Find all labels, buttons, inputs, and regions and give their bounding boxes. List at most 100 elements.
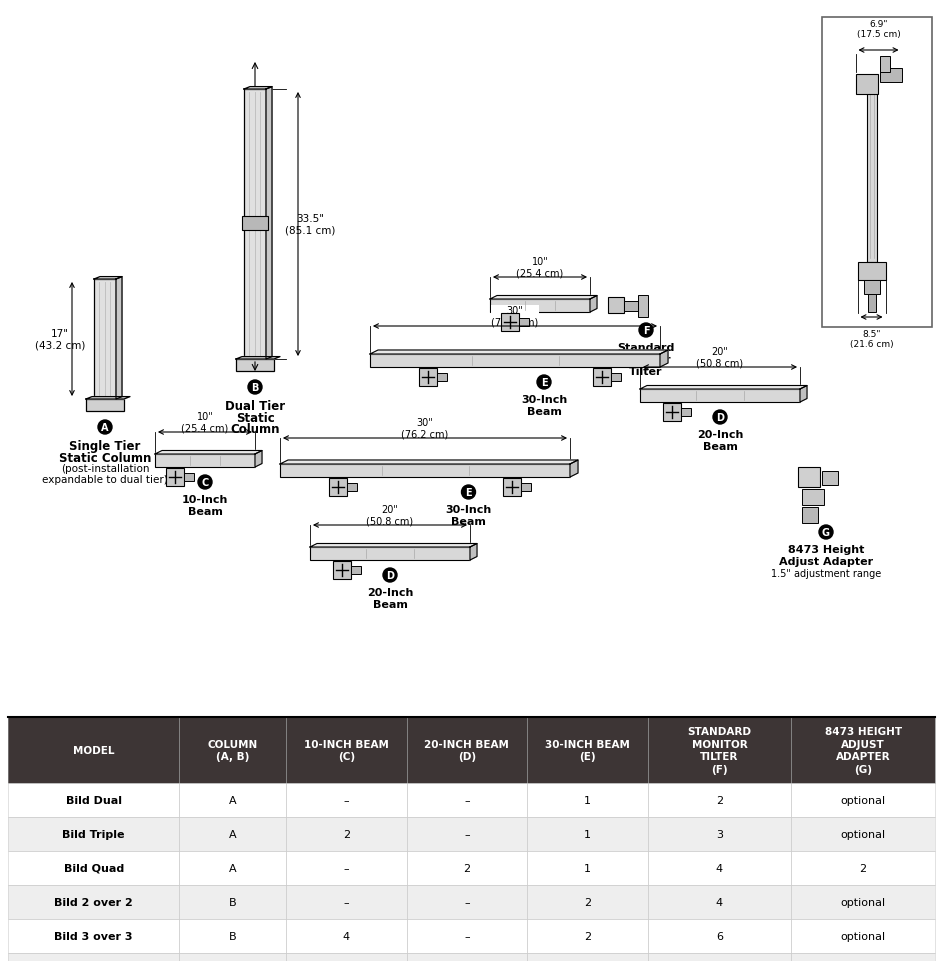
Polygon shape [660, 351, 668, 368]
Text: –: – [464, 897, 470, 907]
Polygon shape [236, 357, 280, 359]
Text: Bild Dual: Bild Dual [66, 795, 122, 805]
Text: 20-Inch: 20-Inch [367, 587, 413, 598]
Bar [286, 717, 406, 783]
Bar [179, 851, 286, 885]
Bar [406, 885, 527, 919]
Polygon shape [94, 278, 122, 280]
Bar [681, 408, 691, 416]
Bar [802, 507, 818, 524]
Text: Static Column: Static Column [58, 452, 151, 464]
Text: Bild Quad: Bild Quad [63, 863, 124, 874]
Bar [179, 783, 286, 817]
Bar [179, 783, 286, 817]
Polygon shape [280, 460, 578, 464]
Bar [179, 885, 286, 919]
Circle shape [713, 410, 727, 425]
Bar [406, 717, 527, 783]
Polygon shape [640, 386, 807, 389]
Text: 33.5"
(85.1 cm): 33.5" (85.1 cm) [285, 214, 335, 235]
Bar [663, 404, 681, 422]
Text: Bild 3 over 3: Bild 3 over 3 [55, 931, 133, 941]
Bar [86, 400, 124, 411]
Bar [406, 817, 527, 851]
Text: 8473 HEIGHT
ADJUST
ADAPTER
(G): 8473 HEIGHT ADJUST ADAPTER (G) [824, 727, 902, 774]
Bar [880, 69, 902, 83]
Bar [857, 262, 885, 281]
Text: –: – [464, 931, 470, 941]
Circle shape [248, 381, 262, 395]
Bar [527, 885, 648, 919]
Text: 4: 4 [716, 863, 723, 874]
Bar [791, 885, 935, 919]
Text: 2: 2 [584, 897, 591, 907]
Bar [406, 885, 527, 919]
Bar [527, 717, 648, 783]
Text: Tilter: Tilter [629, 366, 663, 377]
Bar [648, 817, 791, 851]
Bar [791, 851, 935, 885]
Text: 10"
(25.4 cm): 10" (25.4 cm) [517, 257, 564, 279]
Text: 20"
(50.8 cm): 20" (50.8 cm) [697, 347, 744, 368]
Text: 1: 1 [584, 863, 591, 874]
Bar [880, 57, 889, 73]
Text: Bild Triple: Bild Triple [62, 829, 125, 839]
Text: 30-INCH BEAM
(E): 30-INCH BEAM (E) [545, 739, 630, 761]
Text: A: A [229, 795, 237, 805]
Text: Dual Tier: Dual Tier [225, 400, 285, 412]
Bar [791, 817, 935, 851]
Bar [593, 369, 611, 386]
Bar [8, 817, 179, 851]
Bar [791, 717, 935, 783]
Text: D: D [716, 412, 724, 423]
Text: 1.5" adjustment range: 1.5" adjustment range [770, 568, 881, 579]
Bar [8, 919, 179, 953]
Circle shape [198, 476, 212, 489]
Text: Column: Column [230, 423, 280, 435]
Bar [608, 298, 624, 313]
Bar [8, 717, 179, 783]
Bar [286, 717, 406, 783]
Bar [8, 817, 179, 851]
Bar [179, 919, 286, 953]
Bar [521, 483, 531, 491]
Bar [501, 313, 519, 332]
Text: Beam: Beam [372, 600, 407, 609]
Bar [179, 851, 286, 885]
Bar [638, 296, 648, 318]
Bar [867, 83, 876, 262]
Text: A: A [229, 863, 237, 874]
Text: 2: 2 [463, 863, 471, 874]
Bar [179, 717, 286, 783]
Bar [8, 885, 179, 919]
Bar [527, 919, 648, 953]
Bar [406, 919, 527, 953]
Bar [286, 919, 406, 953]
Bar [527, 783, 648, 817]
Polygon shape [490, 296, 597, 300]
Text: –: – [464, 829, 470, 839]
Text: C: C [202, 478, 208, 487]
Bar [333, 561, 351, 579]
Bar [822, 472, 838, 485]
Circle shape [461, 485, 475, 500]
Bar [406, 717, 527, 783]
Bar [351, 566, 361, 575]
Bar [855, 75, 878, 95]
Circle shape [819, 526, 833, 539]
Text: A: A [229, 829, 237, 839]
Bar [527, 953, 648, 961]
Text: Monitor: Monitor [621, 355, 670, 364]
Text: 6.9"
(17.5 cm): 6.9" (17.5 cm) [856, 19, 901, 39]
Bar [179, 885, 286, 919]
Bar [648, 783, 791, 817]
Bar [286, 885, 406, 919]
Bar [791, 919, 935, 953]
Circle shape [537, 376, 551, 389]
Text: optional: optional [840, 897, 885, 907]
Bar [648, 919, 791, 953]
Bar [406, 783, 527, 817]
Bar [648, 885, 791, 919]
Bar [286, 783, 406, 817]
Bar [648, 717, 791, 783]
